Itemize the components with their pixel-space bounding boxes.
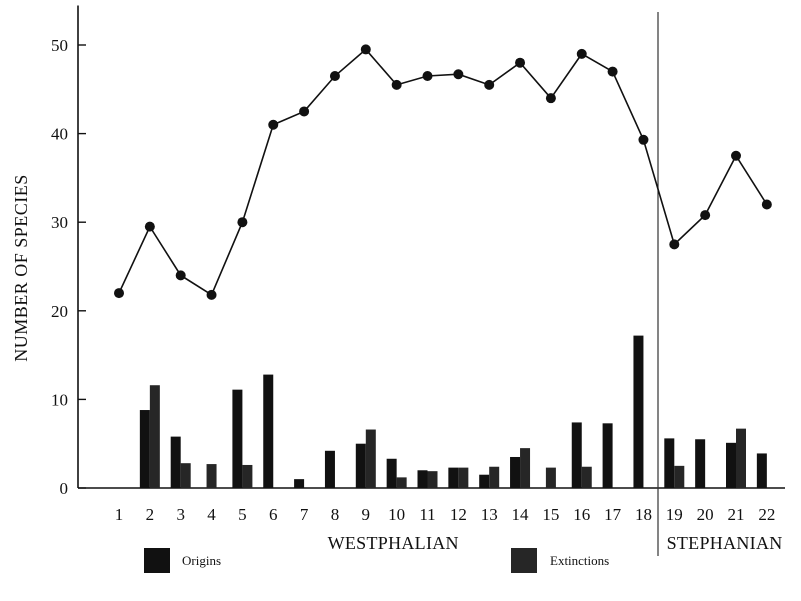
y-tick-label-30: 30 [51,213,68,232]
x-tick-label-7: 7 [300,505,309,524]
x-tick-label-5: 5 [238,505,247,524]
x-tick-label-19: 19 [666,505,683,524]
bar-origins-3 [170,436,181,488]
x-tick-label-14: 14 [512,505,530,524]
x-tick-label-6: 6 [269,505,278,524]
bar-extinctions-2 [149,385,160,488]
x-tick-label-9: 9 [362,505,371,524]
bar-extinctions-9 [365,429,376,488]
x-tick-label-11: 11 [419,505,435,524]
species-point-1 [114,288,124,299]
species-point-9 [360,44,371,55]
bar-extinctions-19 [674,465,685,488]
species-point-13 [484,79,495,90]
bar-origins-21 [726,442,736,488]
y-tick-label-50: 50 [51,36,68,55]
x-tick-label-8: 8 [331,505,340,524]
species-point-21 [731,150,741,161]
legend-label-extinctions: Extinctions [550,553,609,568]
bar-extinctions-5 [242,464,253,488]
bar-origins-7 [294,479,305,488]
bar-extinctions-15 [545,467,556,488]
bar-origins-19 [664,438,675,488]
species-point-5 [237,217,248,228]
species-point-22 [761,199,772,210]
bar-origins-13 [479,474,490,488]
legend-swatch-extinctions [511,548,537,573]
species-point-20 [700,210,711,221]
bar-origins-2 [139,410,150,488]
bar-origins-11 [417,470,428,488]
species-point-2 [144,221,155,232]
x-tick-label-3: 3 [176,505,185,524]
species-point-10 [391,79,402,90]
species-point-17 [607,66,618,77]
x-tick-label-20: 20 [697,505,714,524]
legend-swatch-origins [144,548,170,573]
bar-extinctions-12 [458,467,469,488]
bar-origins-16 [571,422,582,488]
species-point-7 [299,106,310,117]
species-point-4 [206,289,217,300]
legend-label-origins: Origins [182,553,221,568]
bar-origins-14 [510,456,521,488]
x-tick-label-18: 18 [635,505,652,524]
x-tick-label-2: 2 [146,505,155,524]
x-tick-label-21: 21 [728,505,745,524]
x-tick-label-16: 16 [573,505,590,524]
x-tick-label-17: 17 [604,505,622,524]
species-point-12 [453,69,464,80]
x-tick-label-13: 13 [481,505,498,524]
period-label-stephanian: STEPHANIAN [667,533,783,553]
species-point-16 [576,48,587,59]
bar-extinctions-16 [581,466,592,488]
x-tick-label-10: 10 [388,505,405,524]
bar-origins-22 [756,453,767,488]
x-tick-label-22: 22 [758,505,775,524]
bar-origins-8 [324,450,335,488]
bar-extinctions-3 [180,463,191,488]
species-point-15 [545,93,556,104]
bar-origins-18 [633,335,644,488]
bar-origins-9 [355,443,366,488]
y-tick-label-40: 40 [51,125,68,144]
bar-origins-12 [448,467,459,488]
bar-extinctions-10 [396,477,407,488]
species-point-18 [638,134,649,145]
species-point-11 [422,71,433,82]
species-point-6 [268,119,279,130]
species-point-14 [515,57,526,68]
period-label-westphalian: WESTPHALIAN [328,533,459,553]
bar-extinctions-14 [520,448,531,488]
bar-extinctions-11 [427,471,438,488]
x-tick-label-15: 15 [542,505,559,524]
bar-extinctions-4 [206,464,217,488]
legend: Origins Extinctions [144,548,609,573]
bar-origins-20 [695,439,706,488]
y-tick-label-0: 0 [60,479,69,498]
bar-origins-10 [386,458,397,488]
species-point-8 [329,71,340,82]
species-line [118,48,768,297]
species-point-19 [669,239,680,250]
bar-origins-6 [263,374,274,488]
bar-origins-5 [232,389,243,488]
bar-extinctions-21 [736,428,746,488]
x-tick-label-4: 4 [207,505,216,524]
x-tick-label-1: 1 [115,505,124,524]
y-tick-label-20: 20 [51,302,68,321]
bar-extinctions-13 [489,466,500,488]
y-axis-label: NUMBER OF SPECIES [11,174,31,362]
bar-origins-17 [602,423,613,488]
x-tick-label-12: 12 [450,505,467,524]
y-tick-label-10: 10 [51,390,68,409]
species-point-3 [175,270,186,281]
